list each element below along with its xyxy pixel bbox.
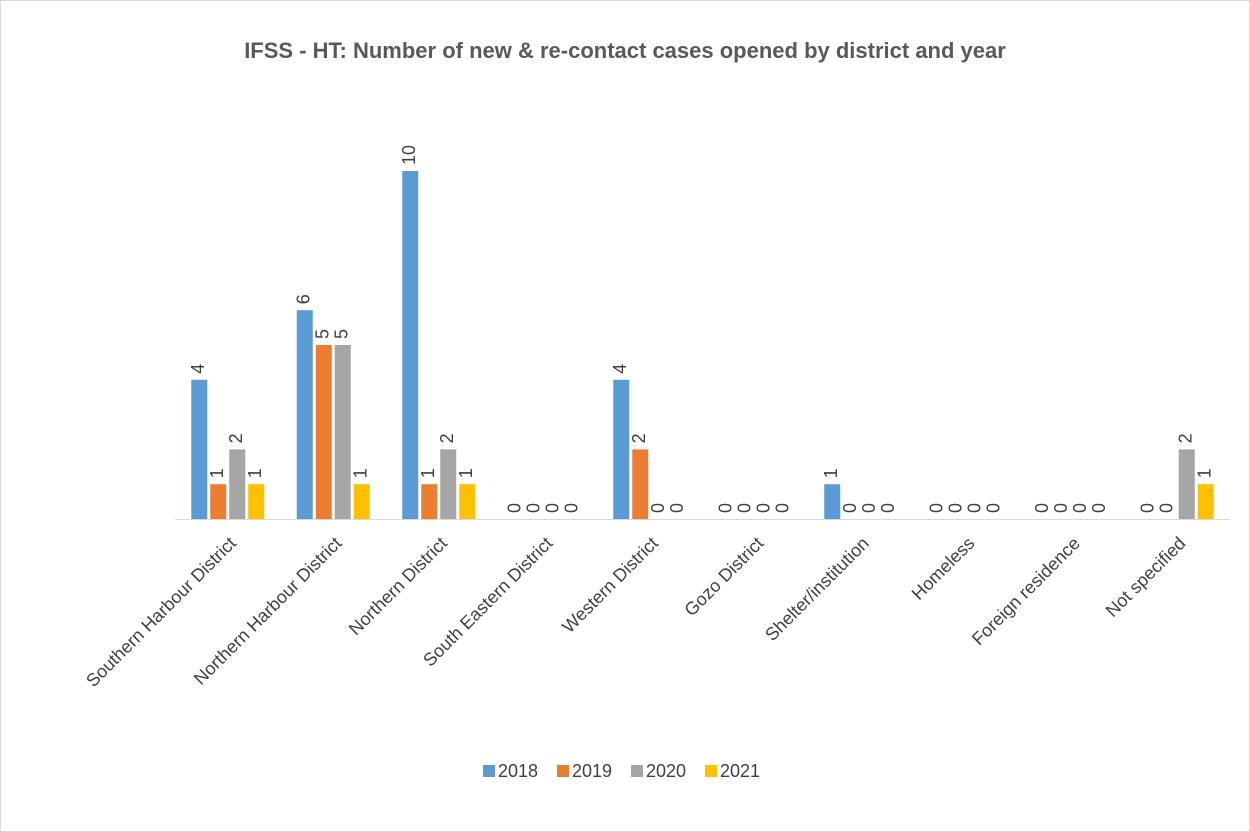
data-label: 2 xyxy=(629,433,649,443)
bar xyxy=(824,484,841,519)
data-label: 0 xyxy=(1157,503,1177,513)
data-label: 1 xyxy=(418,468,438,478)
data-label: 0 xyxy=(1089,503,1109,513)
data-label: 1 xyxy=(821,468,841,478)
data-label: 0 xyxy=(1051,503,1071,513)
bar xyxy=(421,484,438,519)
data-label: 0 xyxy=(735,503,755,513)
data-label: 4 xyxy=(610,364,630,374)
data-label: 4 xyxy=(188,364,208,374)
legend-swatch xyxy=(557,765,569,777)
bar xyxy=(248,484,265,519)
bar xyxy=(402,171,419,519)
bar xyxy=(1197,484,1214,519)
data-label: 0 xyxy=(840,503,860,513)
data-label: 0 xyxy=(965,503,985,513)
data-label: 2 xyxy=(437,433,457,443)
legend-label: 2020 xyxy=(646,761,686,781)
bar xyxy=(315,345,332,519)
data-label: 0 xyxy=(754,503,774,513)
legend-swatch xyxy=(705,765,717,777)
data-label: 5 xyxy=(332,329,352,339)
data-label: 0 xyxy=(667,503,687,513)
bar xyxy=(334,345,351,519)
data-label: 0 xyxy=(927,503,947,513)
bar xyxy=(210,484,227,519)
legend-swatch xyxy=(483,765,495,777)
data-label: 0 xyxy=(1032,503,1052,513)
legend-label: 2018 xyxy=(498,761,538,781)
data-label: 0 xyxy=(1138,503,1158,513)
data-label: 0 xyxy=(773,503,793,513)
data-label: 0 xyxy=(878,503,898,513)
chart-title: IFSS - HT: Number of new & re-contact ca… xyxy=(244,38,1006,63)
legend-label: 2021 xyxy=(720,761,760,781)
data-label: 0 xyxy=(859,503,879,513)
data-label: 1 xyxy=(456,468,476,478)
data-label: 0 xyxy=(562,503,582,513)
bar xyxy=(440,449,457,519)
data-label: 2 xyxy=(1176,433,1196,443)
data-label: 5 xyxy=(313,329,333,339)
data-label: 1 xyxy=(1195,468,1215,478)
data-label: 0 xyxy=(946,503,966,513)
data-label: 1 xyxy=(207,468,227,478)
data-label: 6 xyxy=(294,294,314,304)
data-label: 0 xyxy=(716,503,736,513)
bar xyxy=(459,484,476,519)
data-label: 2 xyxy=(226,433,246,443)
data-label: 0 xyxy=(1070,503,1090,513)
legend-swatch xyxy=(631,765,643,777)
bar xyxy=(353,484,370,519)
legend-label: 2019 xyxy=(572,761,612,781)
bar xyxy=(296,310,313,519)
bar xyxy=(632,449,649,519)
data-label: 0 xyxy=(984,503,1004,513)
data-label: 10 xyxy=(399,145,419,165)
data-label: 1 xyxy=(245,468,265,478)
data-label: 0 xyxy=(505,503,525,513)
data-label: 0 xyxy=(648,503,668,513)
bar xyxy=(1178,449,1195,519)
data-label: 1 xyxy=(351,468,371,478)
bar xyxy=(191,379,208,519)
bar xyxy=(229,449,246,519)
bar xyxy=(613,379,630,519)
data-label: 0 xyxy=(524,503,544,513)
data-label: 0 xyxy=(543,503,563,513)
